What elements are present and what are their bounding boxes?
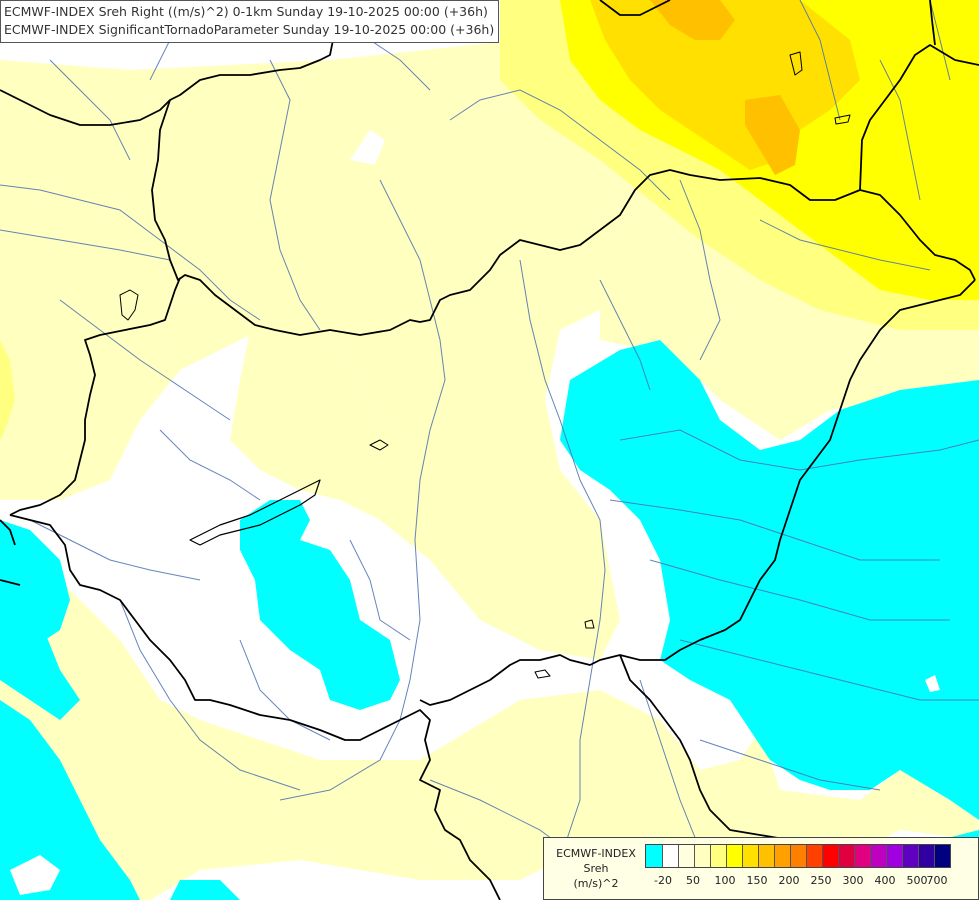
legend-swatch [902, 845, 918, 867]
legend-swatch [774, 845, 790, 867]
map-title-line-1: ECMWF-INDEX Sreh Right ((m/s)^2) 0-1km S… [4, 4, 488, 19]
legend-label: 500 [906, 874, 928, 887]
legend-label: 50 [686, 874, 700, 887]
legend-swatch [806, 845, 822, 867]
legend-swatch [790, 845, 806, 867]
legend-swatch [742, 845, 758, 867]
legend-label: 150 [746, 874, 768, 887]
rivers [0, 0, 979, 881]
legend-swatch [886, 845, 902, 867]
legend-label: 250 [810, 874, 832, 887]
legend-swatch [678, 845, 694, 867]
legend-swatch [710, 845, 726, 867]
legend-swatch [646, 845, 662, 867]
legend-label: 700 [926, 874, 948, 887]
legend-swatch [934, 845, 950, 867]
legend-swatch [854, 845, 870, 867]
sreh-pale-yellow-regions [0, 30, 979, 900]
legend-title-line-3: (m/s)^2 [573, 877, 619, 890]
legend-title: ECMWF-INDEX Sreh (m/s)^2 [548, 846, 644, 891]
map-title-box: ECMWF-INDEX Sreh Right ((m/s)^2) 0-1km S… [0, 0, 500, 43]
legend-label: -20 [654, 874, 672, 887]
legend-swatch [822, 845, 838, 867]
legend-swatch [918, 845, 934, 867]
legend-title-line-2: Sreh [583, 862, 609, 875]
color-legend: ECMWF-INDEX Sreh (m/s)^2 -20 50 100 150 200 2… [543, 837, 979, 900]
legend-color-bar [645, 844, 951, 868]
white-patches [10, 130, 940, 895]
legend-swatch [694, 845, 710, 867]
legend-labels: -20 50 100 150 200 250 300 400 500 700 [645, 874, 975, 888]
legend-title-line-1: ECMWF-INDEX [556, 847, 636, 860]
sreh-orange-yellow-regions [650, 0, 800, 175]
legend-swatch [838, 845, 854, 867]
legend-label: 300 [842, 874, 864, 887]
map-title-line-2: ECMWF-INDEX SignificantTornadoParameter … [4, 22, 495, 37]
legend-swatch [662, 845, 678, 867]
legend-label: 100 [714, 874, 736, 887]
legend-swatch [726, 845, 742, 867]
legend-swatch [870, 845, 886, 867]
legend-label: 400 [874, 874, 896, 887]
legend-swatch [758, 845, 774, 867]
legend-label: 200 [778, 874, 800, 887]
